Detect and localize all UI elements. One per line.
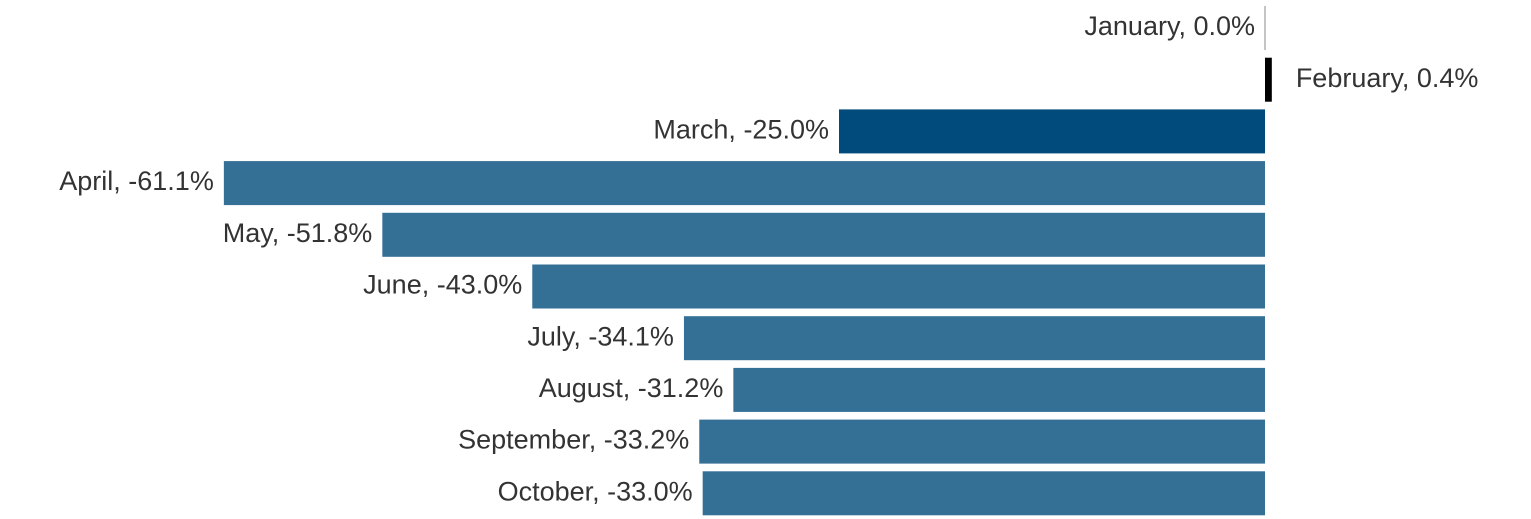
data-label: August, -31.2% [539,373,724,403]
data-label: April, -61.1% [59,166,214,196]
bar [702,471,1265,516]
data-label: June, -43.0% [363,270,522,300]
bar [733,367,1265,412]
data-label: September, -33.2% [458,425,689,455]
data-label: July, -34.1% [527,321,674,351]
data-label: February, 0.4% [1296,63,1479,93]
bar [532,264,1265,309]
bar [683,316,1265,361]
bar [223,161,1266,206]
bar [382,212,1265,257]
data-label: March, -25.0% [653,115,829,145]
bar [839,109,1265,154]
bar [699,419,1265,464]
data-label: May, -51.8% [223,218,373,248]
data-label: October, -33.0% [498,476,693,506]
bar [1265,57,1272,102]
data-label: January, 0.0% [1084,11,1255,41]
